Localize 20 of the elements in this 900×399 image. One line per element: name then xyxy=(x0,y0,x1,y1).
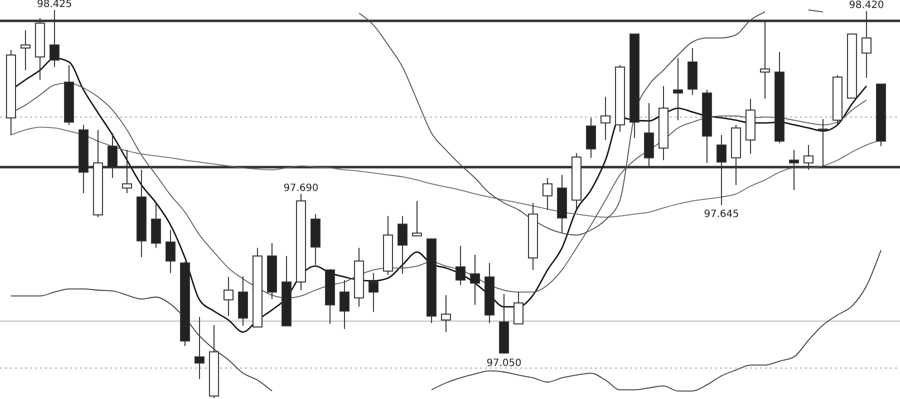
candlestick xyxy=(514,292,524,324)
annotation: 98.420 xyxy=(848,0,884,12)
candlestick xyxy=(412,200,422,236)
candlestick xyxy=(20,30,30,71)
candlestick xyxy=(441,294,451,333)
candlestick xyxy=(673,58,683,121)
annotation: 97.645 xyxy=(704,209,739,220)
candlestick xyxy=(224,276,234,317)
candlestick xyxy=(600,96,610,140)
candlestick xyxy=(340,280,350,330)
candlestick xyxy=(194,316,204,380)
candlestick xyxy=(586,117,596,158)
candlestick xyxy=(368,272,378,312)
candlestick xyxy=(470,254,480,306)
candlestick xyxy=(398,216,408,274)
candlestick xyxy=(542,178,552,210)
candlestick xyxy=(456,245,466,286)
candlestick xyxy=(166,229,176,274)
annotation: 97.690 xyxy=(284,182,318,194)
annotation: 97.050 xyxy=(486,358,522,369)
